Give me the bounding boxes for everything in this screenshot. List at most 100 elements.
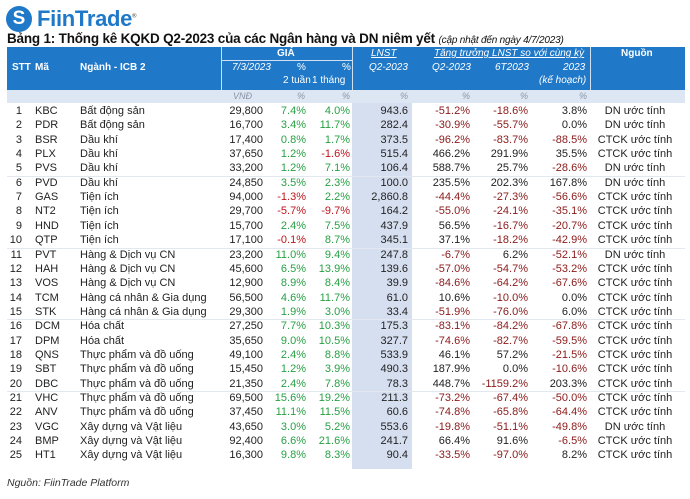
cell-change-2w: 8.9%	[280, 277, 306, 290]
cell-growth-2023: -67.8%	[552, 320, 587, 333]
cell-sector: Thực phẩm và đồ uống	[80, 377, 194, 390]
cell-lnst: 60.6	[386, 406, 408, 419]
cell-change-1m: 7.5%	[324, 219, 350, 232]
cell-growth-6t: -67.4%	[493, 392, 528, 404]
cell-growth-6t: 202.3%	[490, 176, 528, 189]
cell-source: CTCK ước tính	[597, 320, 673, 333]
cell-stt: 8	[15, 205, 22, 218]
cell-growth-6t: -64.2%	[493, 277, 528, 290]
table-row: 2 PDR Bất động sản 16,700 3.4% 11.7% 282.4 -30.…	[7, 118, 685, 132]
cell-change-2w: 11.1%	[275, 406, 306, 419]
group-divider	[7, 391, 685, 393]
cell-change-2w: 7.4%	[280, 105, 306, 117]
cell-growth-6t: -1159.2%	[481, 377, 528, 390]
cell-change-2w: 0.8%	[280, 133, 306, 146]
cell-growth-2023: -56.6%	[552, 191, 587, 204]
header-gia-date: 7/3/2023	[232, 62, 271, 73]
cell-change-1m: 2.3%	[324, 176, 350, 189]
header-stt: STT	[12, 62, 31, 73]
cell-change-2w: 11.0%	[275, 248, 306, 261]
unit-2w: %	[297, 91, 306, 101]
cell-change-2w: 3.5%	[280, 176, 306, 189]
table-row: 20 DBC Thực phẩm và đồ uống 21,350 2.4% 7.8% 7…	[7, 377, 685, 391]
cell-source: CTCK ước tính	[597, 219, 673, 232]
cell-growth-q2: -51.2%	[435, 105, 470, 117]
header-source: Nguồn	[621, 48, 653, 59]
cell-change-2w: 2.4%	[280, 348, 306, 361]
cell-sector: Tiện ích	[80, 191, 119, 204]
cell-ticker: HT1	[35, 449, 56, 462]
cell-growth-2023: -50.0%	[552, 392, 587, 404]
cell-lnst: 106.4	[380, 162, 408, 175]
table-row: 25 HT1 Xây dựng và Vật liệu 16,300 9.8% 8.3% 9…	[7, 448, 685, 462]
cell-sector: Tiện ích	[80, 219, 119, 232]
cell-price: 45,600	[229, 262, 263, 275]
cell-lnst: 175.3	[380, 320, 408, 333]
cell-change-1m: 4.0%	[324, 105, 350, 117]
cell-price: 37,450	[229, 406, 263, 419]
table-row: 10 QTP Tiện ích 17,100 -0.1% 8.7% 345.1 37.1% -1…	[7, 233, 685, 247]
cell-source: CTCK ước tính	[597, 305, 673, 318]
cell-stt: 22	[9, 406, 22, 419]
unit-g-2023: %	[579, 91, 588, 101]
cell-source: CTCK ước tính	[597, 449, 673, 462]
cell-change-1m: 7.8%	[324, 377, 350, 390]
table-row: 1 KBC Bất động sản 29,800 7.4% 4.0% 943.6 -51.2…	[7, 104, 685, 118]
cell-stt: 7	[15, 191, 22, 204]
header-gia: GIÁ	[277, 48, 295, 59]
cell-change-1m: 11.7%	[319, 291, 350, 304]
cell-sector: Bất động sản	[80, 119, 145, 132]
cell-ticker: HND	[35, 219, 59, 232]
table-row: 21 VHC Thực phẩm và đồ uống 69,500 15.6% 19.2…	[7, 391, 685, 405]
cell-sector: Hàng & Dịch vụ CN	[80, 248, 176, 261]
table-row: 15 STK Hàng cá nhân & Gia dụng 29,300 1.9% 3.…	[7, 305, 685, 319]
cell-ticker: DBC	[35, 377, 59, 390]
header-growth-q2: Q2-2023	[432, 62, 471, 73]
cell-change-2w: 6.5%	[280, 262, 306, 275]
cell-change-2w: -1.3%	[277, 191, 306, 204]
cell-growth-q2: 66.4%	[438, 435, 470, 448]
cell-growth-6t: 91.6%	[496, 435, 528, 448]
cell-price: 94,000	[229, 191, 263, 204]
cell-growth-q2: -6.7%	[441, 248, 470, 261]
header-ma: Mã	[35, 62, 49, 73]
cell-growth-6t: -51.1%	[493, 420, 528, 433]
cell-price: 15,450	[229, 363, 263, 376]
cell-price: 27,250	[229, 320, 263, 333]
cell-stt: 13	[9, 277, 22, 290]
cell-price: 17,400	[229, 133, 263, 146]
table-row: 5 PVS Dầu khí 33,200 1.2% 7.1% 106.4 588.7% 25.7…	[7, 161, 685, 175]
cell-price: 15,700	[229, 219, 263, 232]
group-divider	[7, 175, 685, 177]
cell-price: 23,200	[229, 248, 263, 261]
cell-growth-2023: -52.1%	[552, 248, 587, 261]
cell-ticker: VGC	[35, 420, 59, 433]
cell-growth-q2: -44.4%	[435, 191, 470, 204]
cell-sector: Hàng cá nhân & Gia dụng	[80, 291, 207, 304]
cell-stt: 17	[9, 334, 22, 347]
cell-change-2w: 3.4%	[280, 119, 306, 132]
cell-growth-q2: -51.9%	[435, 305, 470, 318]
cell-growth-2023: -49.8%	[552, 420, 587, 433]
cell-change-2w: 7.7%	[280, 320, 306, 333]
cell-lnst: 100.0	[380, 176, 408, 189]
cell-ticker: TCM	[35, 291, 59, 304]
cell-source: CTCK ước tính	[597, 133, 673, 146]
cell-change-1m: 10.5%	[318, 334, 350, 347]
cell-price: 17,100	[229, 234, 263, 247]
cell-sector: Hàng & Dịch vụ CN	[80, 262, 176, 275]
cell-lnst: 33.4	[386, 305, 408, 318]
unit-g-q2: %	[462, 91, 471, 101]
cell-lnst: 327.7	[380, 334, 408, 347]
cell-ticker: HAH	[35, 262, 59, 275]
brand-name: FiinTrade®	[37, 6, 137, 31]
cell-change-2w: 1.2%	[280, 162, 306, 175]
cell-growth-6t: -55.7%	[493, 119, 528, 132]
cell-growth-q2: 187.9%	[432, 363, 470, 376]
cell-price: 12,900	[229, 277, 263, 290]
cell-growth-q2: -74.6%	[435, 334, 470, 347]
table-row: 18 QNS Thực phẩm và đồ uống 49,100 2.4% 8.8% 5…	[7, 348, 685, 362]
cell-sector: Hóa chất	[80, 334, 125, 347]
table-row: 23 VGC Xây dựng và Vật liệu 43,650 3.0% 5.2% 5…	[7, 420, 685, 434]
cell-change-2w: -0.1%	[277, 234, 306, 247]
